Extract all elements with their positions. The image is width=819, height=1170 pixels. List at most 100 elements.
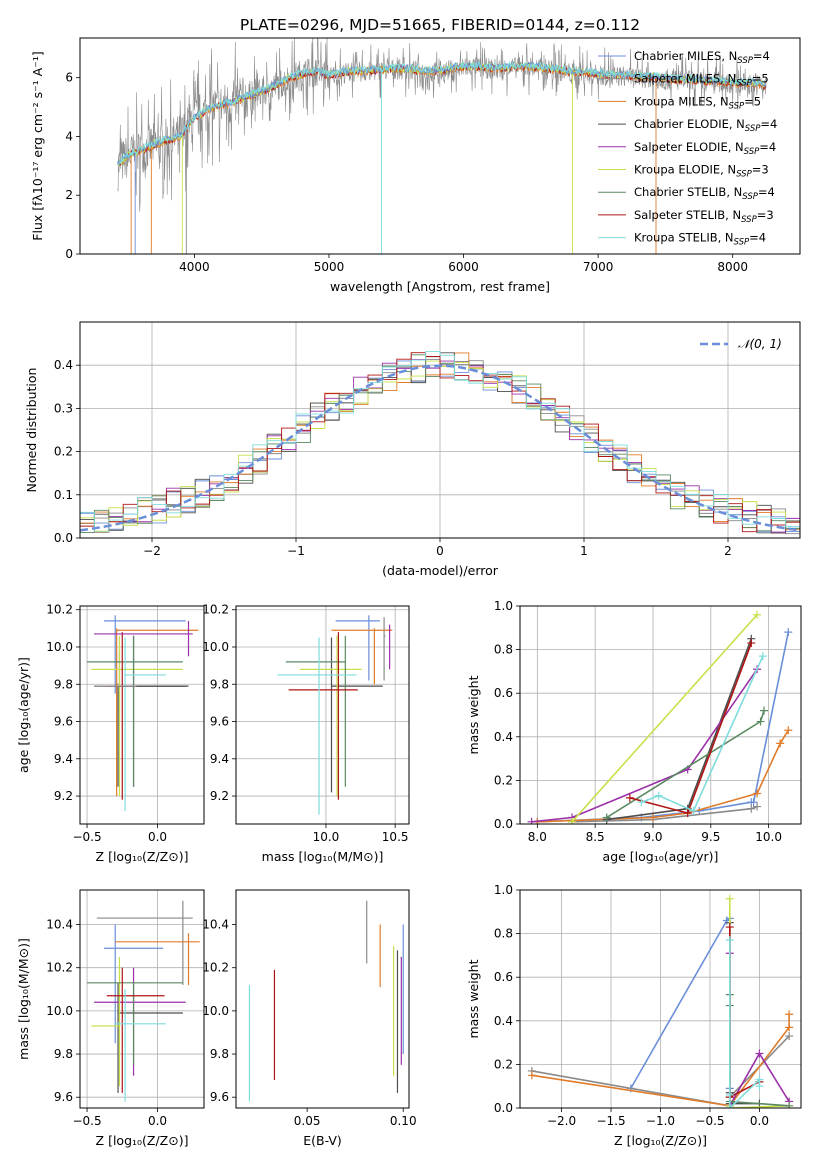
weight-point-marker: [747, 804, 756, 813]
x-tick-label: 9.5: [701, 830, 720, 844]
spectrum-lines: [117, 38, 767, 254]
legend-label-subscript: SSP: [737, 56, 753, 66]
y-tick-label: 0.4: [54, 358, 73, 372]
legend-label: 𝒩(0, 1): [738, 337, 782, 351]
errorbar-group: [87, 615, 199, 811]
legend-label-text: Salpeter ELODIE, N: [634, 140, 744, 154]
weight-point-marker: [759, 706, 768, 715]
y-axis-label: mass [log₁₀(M/M⊙)]: [16, 938, 31, 1060]
y-tick-label: 10.0: [46, 640, 73, 654]
weight-point-marker: [753, 802, 762, 811]
legend-label-subscript: SSP: [744, 147, 760, 157]
y-tick-label: 0.1: [54, 488, 73, 502]
legend-label: Salpeter MILES, NSSP=5: [634, 72, 769, 89]
weight-series-line: [571, 805, 758, 823]
x-tick-label: 5000: [314, 260, 345, 274]
y-tick-label: 10.2: [46, 961, 73, 975]
y-tick-label: 10.0: [46, 1004, 73, 1018]
y-tick-label: 10.4: [46, 918, 73, 932]
y-tick-label: 4: [65, 129, 73, 143]
weight-point-marker: [625, 793, 634, 802]
x-tick-label: 0.05: [294, 1114, 321, 1128]
weight-point-marker: [756, 717, 765, 726]
legend-label: Kroupa MILES, NSSP=5: [634, 94, 761, 111]
weight-point-marker: [785, 1101, 794, 1108]
model-spectrum-line: [117, 60, 767, 168]
weight-point-marker: [654, 791, 663, 800]
legend-label: Chabrier STELIB, NSSP=4: [634, 185, 775, 202]
y-tick-label: 10.0: [202, 640, 229, 654]
axes-frame: [79, 37, 801, 255]
x-tick-label: 0.10: [390, 1114, 417, 1128]
y-tick-label: 0.2: [494, 1057, 513, 1071]
legend-label: Salpeter STELIB, NSSP=3: [634, 208, 774, 225]
weight-point-marker: [784, 628, 793, 637]
y-tick-label: 9.8: [210, 677, 229, 691]
axes-frame: [519, 605, 802, 825]
y-tick-label: 0.2: [494, 773, 513, 787]
weight-point-marker: [725, 894, 734, 903]
legend-label-subscript: SSP: [742, 192, 758, 202]
y-tick-label: 1.0: [494, 883, 513, 897]
weight-point-marker: [785, 1023, 794, 1032]
x-axis-label: Z [log₁₀(Z/Z⊙)]: [614, 1133, 707, 1148]
x-tick-label: −2.0: [547, 1114, 576, 1128]
errorbar-group: [277, 615, 393, 815]
weight-vs-Z-panel: −2.0 −1.5 −1.0 −0.5 0.0 0.0 0.2 0.4 0.6 0.8 1.0 Z […: [466, 883, 802, 1148]
weight-series-line: [728, 922, 760, 1105]
legend-label-text: Kroupa ELODIE, N: [634, 163, 736, 177]
weight-point-marker: [755, 1082, 764, 1091]
y-tick-label: 9.6: [210, 715, 229, 729]
y-axis-label: mass weight: [466, 959, 481, 1038]
y-tick-label: 9.8: [54, 1047, 73, 1061]
weight-vs-age-panel: 8.0 8.5 9.0 9.5 10.0 0.0 0.2 0.4 0.6 0.8 1.0 age [l…: [466, 599, 802, 864]
x-tick-label: −0.5: [72, 1114, 101, 1128]
weight-point-marker: [785, 1010, 794, 1019]
weight-series-group: [527, 894, 794, 1108]
weight-point-marker: [784, 726, 793, 735]
x-tick-label: −0.5: [695, 1114, 724, 1128]
y-tick-label: 0.2: [54, 445, 73, 459]
weight-series-line: [571, 614, 758, 823]
axes-frame: [235, 889, 410, 1109]
x-tick-label: 9.0: [643, 830, 662, 844]
mass-vs-EBV-panel: 0.05 0.10 9.6 9.8 10.0 10.2 10.4 E(B-V): [202, 889, 417, 1148]
weight-point-marker: [776, 739, 785, 748]
weight-point-marker: [749, 798, 758, 807]
weight-point-marker: [568, 817, 577, 824]
legend-label-text: Chabrier ELODIE, N: [634, 117, 745, 131]
legend-label: Kroupa STELIB, NSSP=4: [634, 231, 766, 248]
axes-frame: [79, 605, 205, 825]
legend-label-subscript: SSP: [734, 238, 750, 248]
y-tick-label: 9.4: [210, 752, 229, 766]
y-tick-label: 6: [65, 71, 73, 85]
x-tick-label: 7000: [583, 260, 614, 274]
age-vs-mass-panel: 10.0 10.5 9.2 9.4 9.6 9.8 10.0 10.2 mass [log₁₀(…: [202, 603, 410, 864]
weight-point-marker: [747, 639, 756, 648]
weight-point-marker: [725, 1090, 734, 1099]
residual-histograms: [80, 350, 800, 538]
y-tick-label: 9.6: [54, 715, 73, 729]
x-axis-label: age [log₁₀(age/yr)]: [603, 849, 719, 864]
y-axis-label: mass weight: [466, 675, 481, 754]
x-tick-label: 10.5: [382, 830, 409, 844]
weight-point-marker: [753, 610, 762, 619]
x-tick-label: −0.5: [72, 830, 101, 844]
errorbar-group: [248, 900, 404, 1102]
legend-label-count: =3: [757, 208, 774, 222]
x-tick-label: 1: [580, 544, 588, 558]
weight-series-line: [629, 642, 753, 815]
weight-point-marker: [637, 798, 646, 807]
legend-label-subscript: SSP: [736, 79, 752, 89]
x-tick-label: 10.0: [755, 830, 782, 844]
x-axis-label: Z [log₁₀(Z/Z⊙)]: [96, 1133, 189, 1148]
legend-label-count: =5: [752, 72, 769, 86]
y-tick-label: 9.2: [210, 789, 229, 803]
y-tick-label: 0: [65, 247, 73, 261]
residuals-panel: −2 −1 0 1 2 0.0 0.1 0.2 0.3 0.4 (data-model)/error…: [24, 321, 801, 578]
y-tick-label: 0.8: [494, 927, 513, 941]
x-tick-label: 8000: [717, 260, 748, 274]
y-tick-label: 10.2: [202, 961, 229, 975]
legend-label-subscript: SSP: [729, 101, 745, 111]
